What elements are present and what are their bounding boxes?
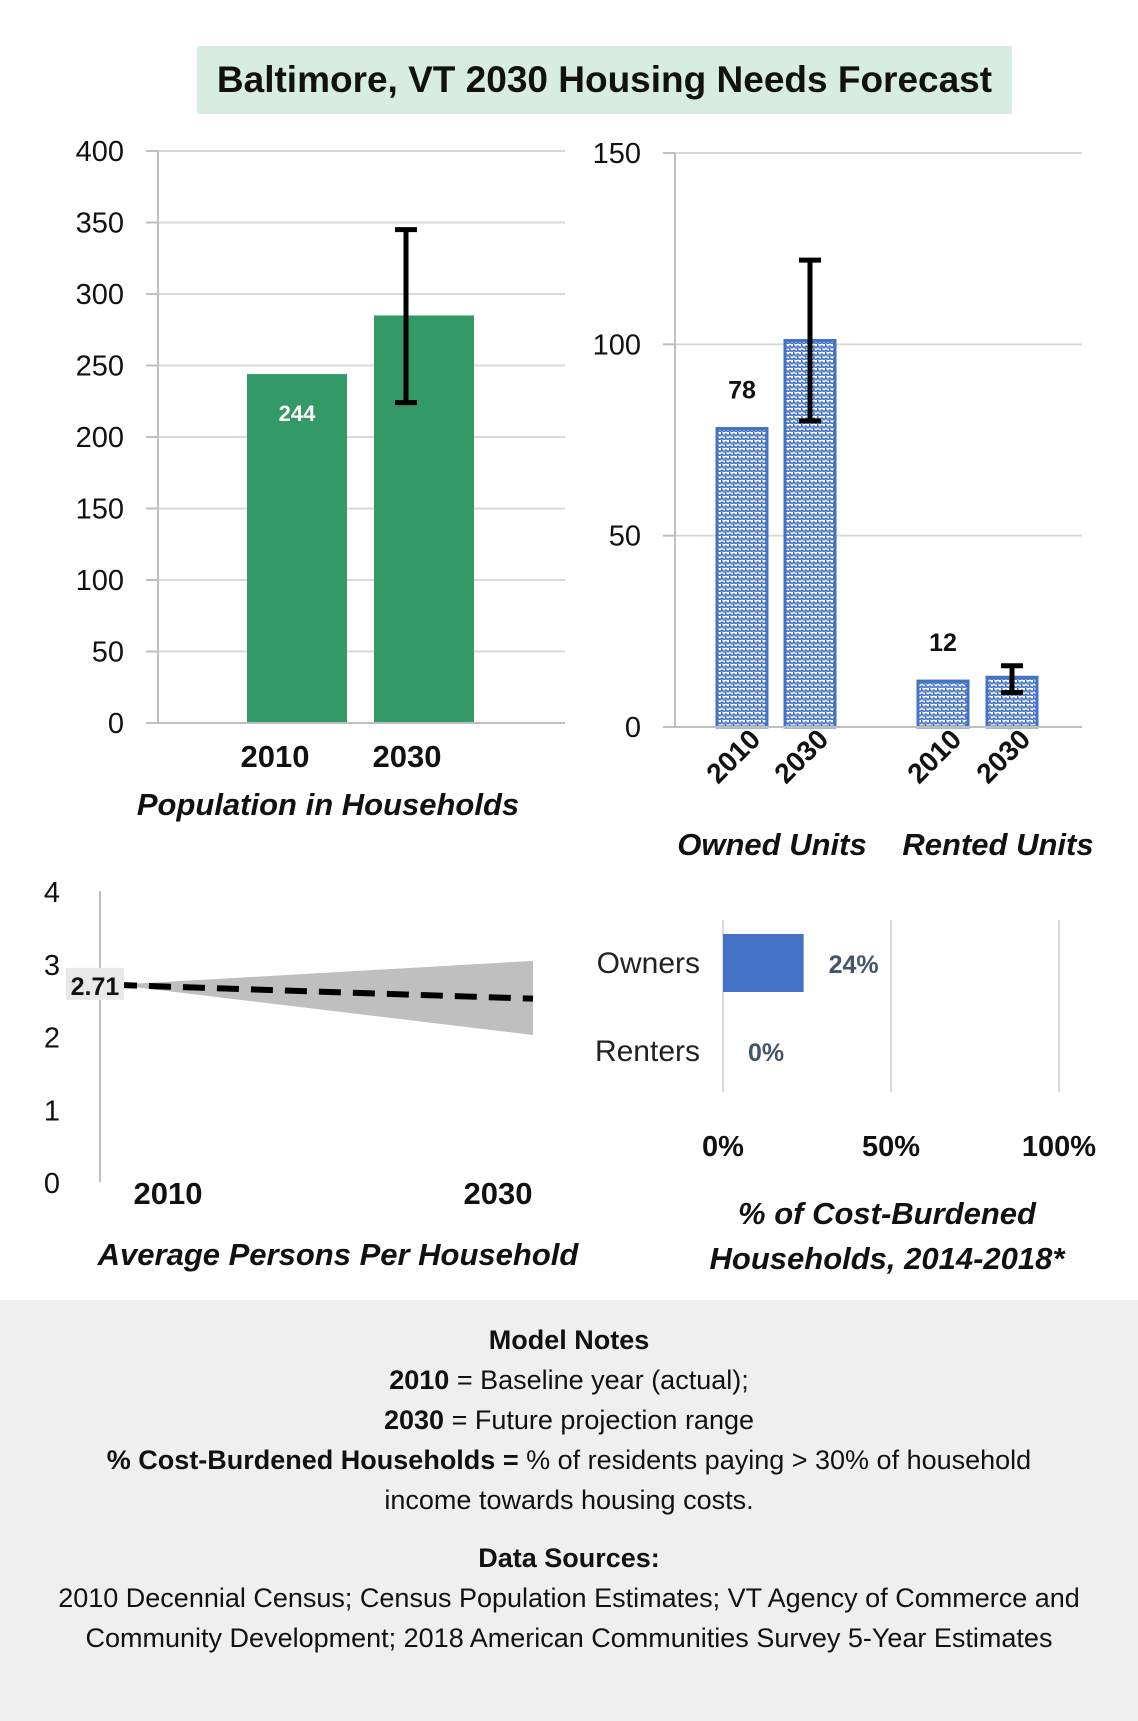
y-tick-label: 150: [593, 138, 641, 170]
charts-canvas: 05010015020025030035040020102442030Popul…: [44, 136, 1096, 1276]
y-tick-label: 100: [76, 565, 124, 597]
cost-burdened-chart: 0% 50% 100% Owners 24% Renters 0% % of Cost-Bur…: [595, 920, 1096, 1276]
y-tick-label: 400: [76, 136, 124, 168]
x-tick-label: 2010: [241, 739, 310, 774]
data-label: 78: [728, 377, 756, 405]
group-label-rented: Rented Units: [902, 827, 1093, 862]
y-tick-label: 0: [108, 708, 124, 740]
x-tick-label: 50%: [862, 1131, 920, 1163]
bar-rented-units-2010: [916, 679, 970, 729]
data-label: 24%: [829, 951, 879, 979]
category-label: Owners: [597, 947, 700, 980]
note-line-cost-burdened: % Cost-Burdened Households = % of reside…: [0, 1440, 1138, 1520]
data-label-background: [66, 967, 124, 1000]
note-line-2010: 2010 = Baseline year (actual);: [0, 1360, 1138, 1400]
model-notes-panel: Model Notes 2010 = Baseline year (actual…: [0, 1300, 1138, 1721]
x-tick-label: 2010: [134, 1176, 203, 1211]
bar-owners: [723, 934, 804, 992]
x-axis-title: Population in Households: [137, 787, 519, 822]
note-2030-term: 2030: [383, 1405, 445, 1435]
data-label: 0%: [748, 1039, 784, 1067]
note-cost-burdened-definition: % of residents paying > 30% of household…: [384, 1445, 1032, 1515]
data-sources-text: 2010 Decennial Census; Census Population…: [58, 1583, 1080, 1653]
note-2010-definition: = Baseline year (actual);: [449, 1365, 749, 1395]
trend-line: [114, 981, 534, 1002]
model-notes-heading: Model Notes: [488, 1325, 650, 1355]
page-title: Baltimore, VT 2030 Housing Needs Forecas…: [197, 46, 1012, 114]
y-tick-label: 0: [44, 1168, 60, 1200]
x-tick-label: 0%: [702, 1131, 744, 1163]
category-label: Renters: [595, 1035, 700, 1068]
x-axis-title-line-1: % of Cost-Burdened: [738, 1196, 1037, 1231]
projection-range-band: [115, 960, 533, 1036]
y-tick-label: 3: [44, 950, 60, 982]
y-tick-label: 250: [76, 351, 124, 383]
bar-owned-units-2010: [715, 427, 769, 729]
bar-2010: [247, 374, 347, 723]
note-line-2030: 2030 = Future projection range: [0, 1400, 1138, 1440]
y-tick-label: 350: [76, 208, 124, 240]
note-cost-burdened-term: % Cost-Burdened Households =: [106, 1445, 527, 1475]
persons-per-household-chart: 0 1 2 3 4 2.71 2010 2030 Average Persons Per Hou…: [44, 877, 579, 1272]
data-label: 2.71: [71, 973, 120, 1001]
y-tick-label: 300: [76, 279, 124, 311]
population-chart: 0 50 100 150 200 250 300 350 400 2010 244 2030 Popul…: [76, 136, 565, 822]
bar-2030: [374, 315, 474, 723]
y-tick-label: 100: [593, 329, 641, 361]
x-axis-title: Average Persons Per Household: [97, 1237, 580, 1272]
y-tick-label: 4: [44, 877, 60, 909]
y-tick-label: 50: [92, 637, 124, 669]
x-tick-label: 2030: [768, 723, 834, 789]
x-axis-title-line-2: Households, 2014-2018*: [710, 1241, 1067, 1276]
y-tick-label: 2: [44, 1023, 60, 1055]
x-tick-label: 2030: [464, 1176, 533, 1211]
y-tick-label: 1: [44, 1095, 60, 1127]
x-tick-label: 2010: [901, 723, 967, 789]
data-label: 244: [279, 401, 316, 426]
y-tick-label: 0: [625, 712, 641, 744]
data-sources-heading: Data Sources:: [478, 1543, 660, 1573]
x-tick-label: 2030: [373, 739, 442, 774]
data-label: 12: [929, 629, 957, 657]
x-tick-label: 100%: [1022, 1131, 1096, 1163]
group-label-owned: Owned Units: [677, 827, 866, 862]
x-tick-label: 2010: [700, 723, 766, 789]
y-tick-label: 200: [76, 422, 124, 454]
y-tick-label: 50: [609, 521, 641, 553]
note-2030-definition: = Future projection range: [444, 1405, 754, 1435]
x-tick-label: 2030: [970, 723, 1036, 789]
y-tick-label: 150: [76, 494, 124, 526]
note-2010-term: 2010: [389, 1365, 450, 1395]
